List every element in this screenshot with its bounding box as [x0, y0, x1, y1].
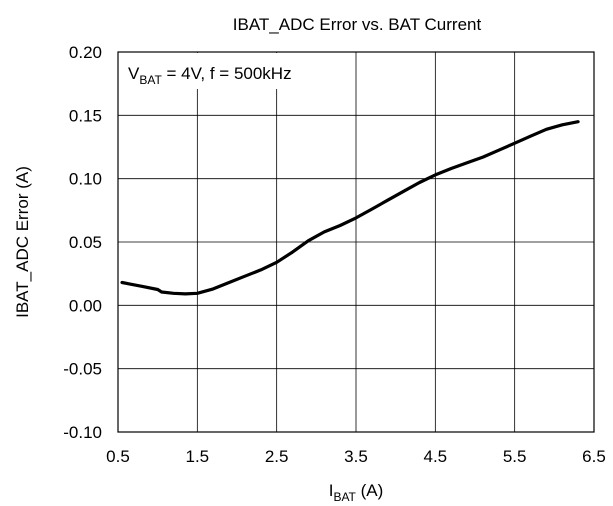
annotation-box [119, 53, 294, 89]
x-tick-label: 1.5 [186, 447, 210, 466]
x-tick-label: 4.5 [424, 447, 448, 466]
series-group [120, 120, 580, 296]
y-tick-label: 0.15 [69, 106, 102, 125]
x-tick-label: 3.5 [344, 447, 368, 466]
x-tick-labels: 0.5 1.5 2.5 3.5 4.5 5.5 6.5 [106, 447, 606, 466]
series-line [120, 120, 580, 296]
y-tick-label: -0.05 [63, 360, 102, 379]
plot-frame [117, 51, 595, 433]
y-axis-label: IBAT_ADC Error (A) [13, 166, 32, 318]
grid [117, 51, 595, 433]
annotation: VBAT = 4V, f = 500kHz [128, 64, 292, 87]
x-axis-label-sub: BAT [333, 490, 356, 504]
x-tick-label: 5.5 [503, 447, 527, 466]
chart-title: IBAT_ADC Error vs. BAT Current [233, 15, 482, 34]
x-axis-label-main: I [329, 481, 334, 500]
x-axis-label: IBAT (A) [329, 481, 384, 504]
y-tick-labels: -0.10 -0.05 0.00 0.05 0.10 0.15 0.20 [63, 43, 102, 442]
y-tick-label: 0.10 [69, 170, 102, 189]
x-tick-label: 6.5 [582, 447, 606, 466]
annotation-sub: BAT [139, 73, 162, 87]
annotation-suffix: = 4V, f = 500kHz [162, 64, 292, 83]
x-tick-label: 0.5 [106, 447, 130, 466]
y-tick-label: 0.20 [69, 43, 102, 62]
x-tick-label: 2.5 [265, 447, 289, 466]
y-tick-label: -0.10 [63, 423, 102, 442]
annotation-main: V [128, 64, 140, 83]
y-tick-label: 0.00 [69, 296, 102, 315]
x-axis-label-suffix: (A) [356, 481, 383, 500]
y-tick-label: 0.05 [69, 233, 102, 252]
